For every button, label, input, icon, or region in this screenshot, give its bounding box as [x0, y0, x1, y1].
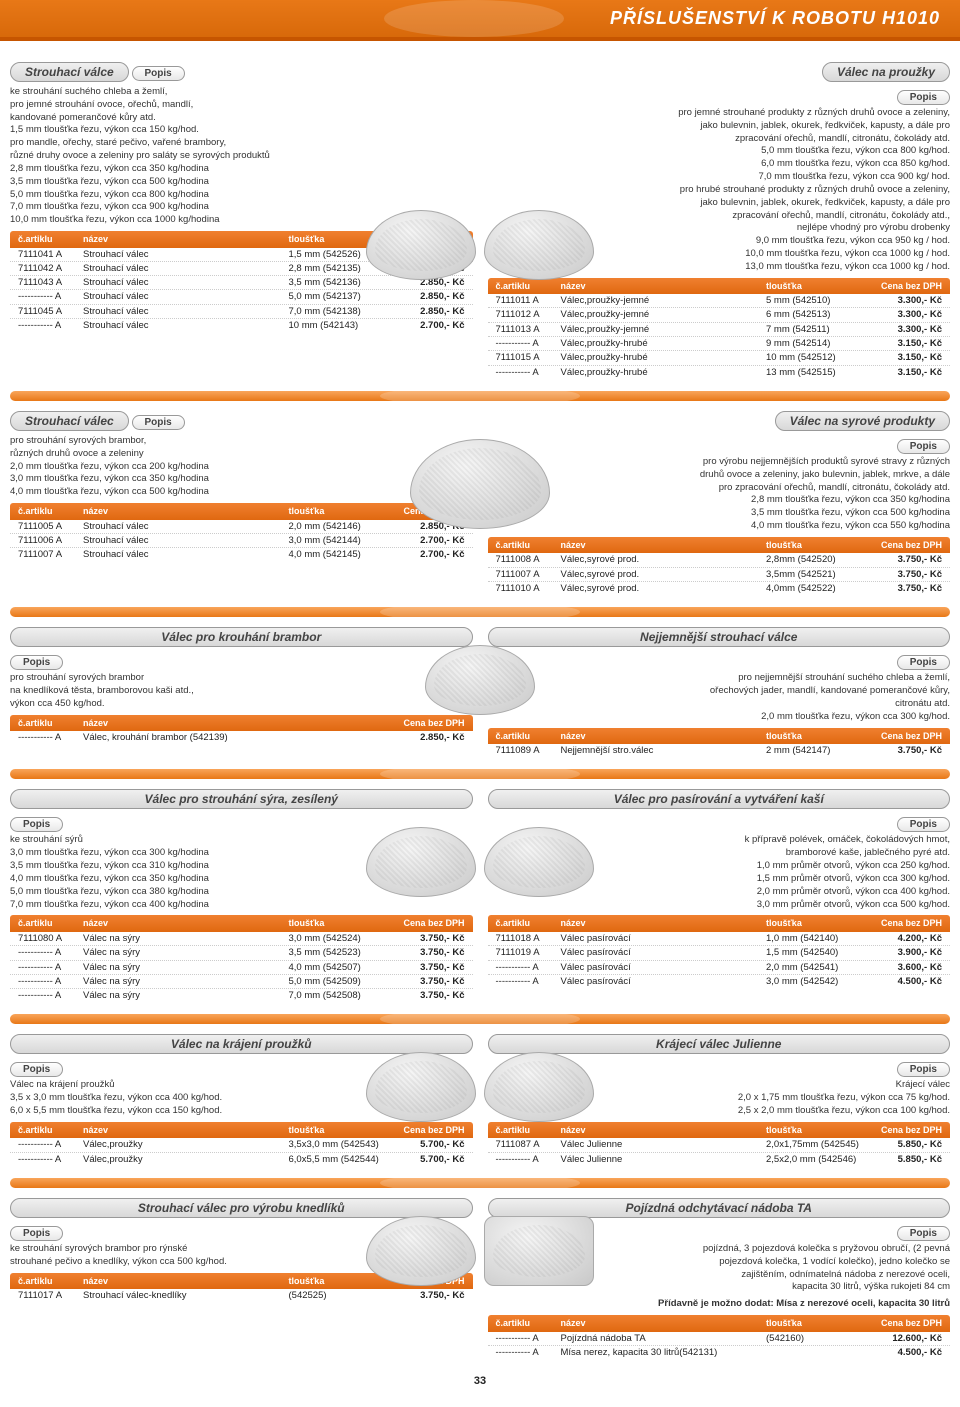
table-row: ----------- AVálec Julienne2,5x2,0 mm (5…: [488, 1153, 951, 1166]
table-row: ----------- AVálec na sýry7,0 mm (542508…: [10, 989, 473, 1002]
table-row: 7111013 AVálec,proužky-jemné7 mm (542511…: [488, 323, 951, 337]
table-row: ----------- AVálec pasírovácí2,0 mm (542…: [488, 961, 951, 975]
table-row: 7111012 AVálec,proužky-jemné6 mm (542513…: [488, 308, 951, 322]
table-row: ----------- AVálec, krouhání brambor (54…: [10, 731, 473, 744]
product-image: [484, 1052, 594, 1122]
table-row: 7111080 AVálec na sýry3,0 mm (542524)3.7…: [10, 932, 473, 946]
table-row: 7111087 AVálec Julienne2,0x1,75mm (54254…: [488, 1138, 951, 1152]
table-row: 7111010 AVálec,syrové prod.4,0mm (542522…: [488, 582, 951, 595]
table-row: 7111007 AStrouhací válec4,0 mm (542145)2…: [10, 548, 473, 561]
product-image: [484, 210, 594, 280]
product-image: [484, 827, 594, 897]
table-row: ----------- AVálec,proužky-hrubé13 mm (5…: [488, 366, 951, 379]
table-row: 7111005 AStrouhací válec2,0 mm (542146)2…: [10, 520, 473, 534]
table-row: 7111018 AVálec pasírovácí1,0 mm (542140)…: [488, 932, 951, 946]
table-row: ----------- AVálec,proužky6,0x5,5 mm (54…: [10, 1153, 473, 1166]
section-title: Strouhací válce: [10, 62, 129, 82]
table-row: 7111006 AStrouhací válec3,0 mm (542144)2…: [10, 534, 473, 548]
table-row: 7111045 AStrouhací válec7,0 mm (542138)2…: [10, 305, 473, 319]
popis-label: Popis: [132, 66, 185, 81]
table-row: 7111008 AVálec,syrové prod.2,8mm (542520…: [488, 553, 951, 567]
page-header: PŘÍSLUŠENSTVÍ K ROBOTU H1010: [0, 0, 960, 41]
table-row: 7111089 ANejjemnější stro.válec2 mm (542…: [488, 744, 951, 757]
table-row: ----------- AVálec na sýry4,0 mm (542507…: [10, 961, 473, 975]
table-row: 7111015 AVálec,proužky-hrubé10 mm (54251…: [488, 351, 951, 365]
table-row: ----------- AStrouhací válec5,0 mm (5421…: [10, 290, 473, 304]
table-row: ----------- APojízdná nádoba TA(542160)1…: [488, 1332, 951, 1346]
table-row: 7111007 AVálec,syrové prod.3,5mm (542521…: [488, 568, 951, 582]
table-row: ----------- AVálec na sýry3,5 mm (542523…: [10, 946, 473, 960]
product-image: [425, 645, 535, 715]
table-row: 7111011 AVálec,proužky-jemné5 mm (542510…: [488, 294, 951, 308]
product-image: [366, 1052, 476, 1122]
product-image: [366, 827, 476, 897]
table-row: ----------- AVálec pasírovácí3,0 mm (542…: [488, 975, 951, 988]
page-number: 33: [10, 1375, 950, 1387]
product-image: [484, 1216, 594, 1286]
table-row: ----------- AVálec na sýry5,0 mm (542509…: [10, 975, 473, 989]
table-row: 7111019 AVálec pasírovácí1,5 mm (542540)…: [488, 946, 951, 960]
page-title: PŘÍSLUŠENSTVÍ K ROBOTU H1010: [20, 8, 940, 29]
product-image: [366, 210, 476, 280]
product-image: [366, 1216, 476, 1286]
section-separator: [10, 391, 950, 401]
table-row: ----------- AStrouhací válec10 mm (54214…: [10, 319, 473, 332]
table-row: ----------- AVálec,proužky-hrubé9 mm (54…: [488, 337, 951, 351]
table-row: 7111017 AStrouhací válec-knedlíky(542525…: [10, 1289, 473, 1302]
product-image: [410, 439, 550, 529]
table-row: ----------- AVálec,proužky3,5x3,0 mm (54…: [10, 1138, 473, 1152]
table-row: ----------- AMísa nerez, kapacita 30 lit…: [488, 1346, 951, 1359]
